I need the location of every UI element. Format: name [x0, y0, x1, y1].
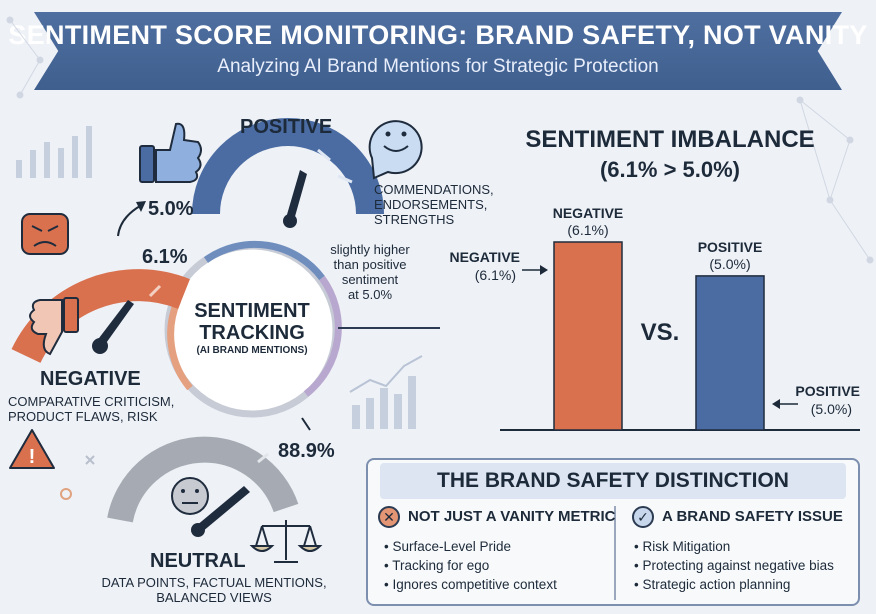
neutral-desc-line: DATA POINTS, FACTUAL MENTIONS, [101, 575, 327, 590]
list-item: Tracking for ego [384, 556, 557, 575]
smiley-icon [368, 120, 423, 180]
arrow-head-icon [540, 265, 548, 275]
vs-label: VS. [641, 319, 680, 346]
negative-value: 6.1% [142, 246, 188, 268]
positive-label: POSITIVE [240, 116, 333, 138]
note-line: at 5.0% [347, 287, 393, 302]
list-item: Surface-Level Pride [384, 537, 557, 556]
arrow-icon [117, 205, 141, 237]
negative-description: COMPARATIVE CRITICISM, PRODUCT FLAWS, RI… [8, 394, 174, 424]
warning-icon [9, 429, 55, 469]
negative-desc-line: COMPARATIVE CRITICISM, [8, 394, 175, 409]
note-line: slightly higher [330, 242, 410, 257]
neutral-gauge [107, 436, 299, 537]
neutral-desc-line: BALANCED VIEWS [156, 590, 272, 605]
side-label-positive: POSITIVE [795, 383, 860, 399]
hub-label: SENTIMENT TRACKING (AI BRAND MENTIONS) [182, 300, 322, 358]
vanity-column-title: NOT JUST A VANITY METRIC [408, 508, 616, 525]
positive-desc-line: ENDORSEMENTS, [374, 197, 488, 212]
note-line: sentiment [341, 272, 399, 287]
scales-icon [249, 520, 323, 563]
hub-line3: (AI BRAND MENTIONS) [196, 345, 308, 356]
bar-category-label: NEGATIVE [553, 205, 624, 221]
note-line: than positive [333, 257, 407, 272]
bar-negative [553, 241, 623, 431]
negative-note: slightly higher than positive sentiment … [320, 242, 420, 302]
safety-column-title: A BRAND SAFETY ISSUE [662, 508, 843, 525]
neutral-label: NEUTRAL [150, 550, 246, 572]
safety-list: Risk Mitigation Protecting against negat… [634, 537, 834, 594]
arrow-head-icon [772, 399, 780, 409]
title-banner [34, 12, 842, 90]
negative-label: NEGATIVE [40, 368, 141, 390]
list-item: Risk Mitigation [634, 537, 834, 556]
positive-value: 5.0% [148, 198, 194, 220]
positive-desc-line: COMMENDATIONS, [374, 182, 494, 197]
positive-description: COMMENDATIONS, ENDORSEMENTS, STRENGTHS [374, 182, 494, 227]
page-title: SENTIMENT SCORE MONITORING: BRAND SAFETY… [8, 20, 868, 50]
hub-line2: TRACKING [199, 322, 305, 344]
thumbs-up-icon [139, 122, 202, 183]
neutral-face-icon [171, 477, 209, 515]
network-decoration [6, 16, 874, 264]
side-value-negative: (6.1%) [475, 267, 516, 283]
hub-line1: SENTIMENT [194, 300, 310, 322]
list-item: Protecting against negative bias [634, 556, 833, 575]
bars-decoration [16, 126, 92, 178]
cross-decoration [85, 455, 95, 465]
vanity-list: Surface-Level Pride Tracking for ego Ign… [384, 537, 557, 594]
bar-positive [695, 275, 765, 431]
ring-decoration [60, 488, 72, 500]
check-circle-icon: ✓ [632, 506, 654, 528]
neutral-value: 88.9% [278, 440, 335, 462]
positive-desc-line: STRENGTHS [374, 212, 455, 227]
bar-value-label: (5.0%) [709, 256, 750, 272]
warning-glyph: ! [28, 446, 36, 468]
neutral-description: DATA POINTS, FACTUAL MENTIONS, BALANCED … [86, 575, 342, 605]
side-label-negative: NEGATIVE [449, 249, 520, 265]
bar-category-label: POSITIVE [698, 239, 763, 255]
x-circle-icon: ✕ [378, 506, 400, 528]
hub-ring [164, 240, 440, 418]
angry-face-icon [21, 213, 69, 255]
list-item: Ignores competitive context [384, 575, 556, 594]
positive-gauge [192, 118, 384, 228]
side-value-positive: (5.0%) [811, 401, 852, 417]
chart-title: SENTIMENT IMBALANCE [525, 126, 814, 153]
page-subtitle: Analyzing AI Brand Mentions for Strategi… [217, 56, 659, 77]
bar-value-label: (6.1%) [567, 222, 608, 238]
panel-divider [614, 506, 616, 600]
negative-desc-line: PRODUCT FLAWS, RISK [8, 409, 158, 424]
list-item: Strategic action planning [634, 575, 834, 594]
growth-decoration [349, 355, 423, 429]
distinction-title: THE BRAND SAFETY DISTINCTION [380, 463, 846, 499]
thumbs-down-icon [29, 297, 79, 356]
chart-subtitle: (6.1% > 5.0%) [600, 157, 740, 182]
